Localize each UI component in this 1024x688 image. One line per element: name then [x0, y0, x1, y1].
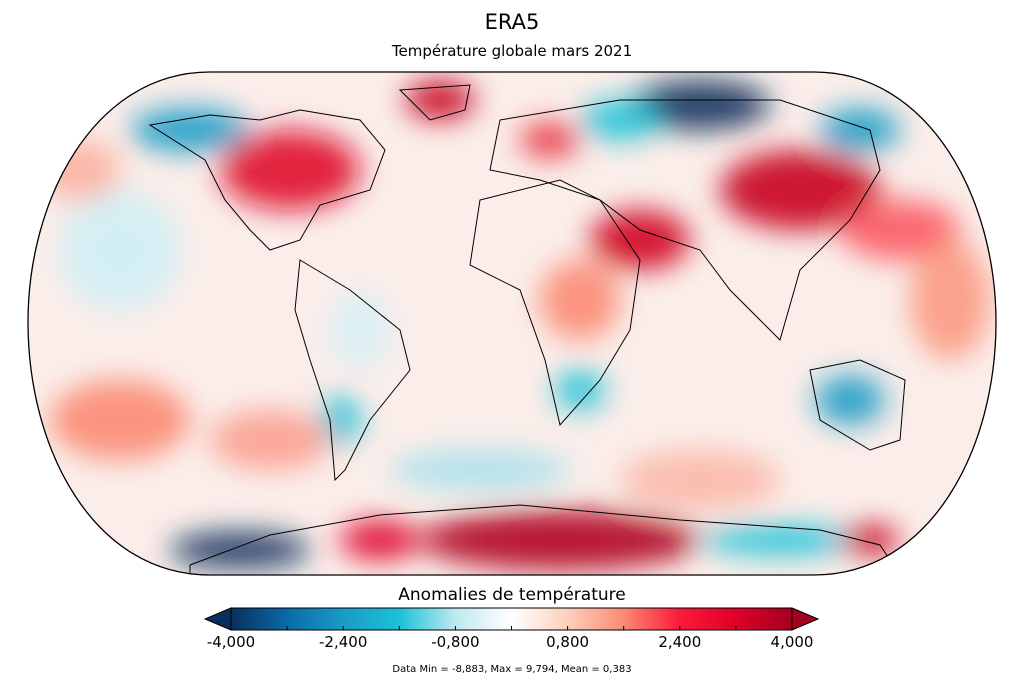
colorbar-extend-max [791, 607, 820, 631]
anomaly-region [720, 150, 880, 230]
anomaly-region [210, 410, 330, 470]
anomaly-region [580, 100, 660, 140]
anomaly-region [540, 260, 620, 340]
anomaly-region [340, 520, 420, 560]
anomaly-region [590, 210, 690, 270]
map-title: ERA5 [484, 10, 540, 34]
anomaly-field [28, 72, 996, 575]
coastline [469, 179, 641, 427]
coastline [398, 84, 471, 121]
anomaly-region [330, 290, 390, 370]
map-subtitle: Température globale mars 2021 [391, 42, 633, 60]
anomaly-region [40, 140, 120, 200]
anomaly-region [840, 525, 900, 555]
data-stats: Data Min = -8,883, Max = 9,794, Mean = 0… [392, 664, 632, 675]
anomaly-region [390, 450, 570, 490]
coastline [489, 99, 881, 341]
colorbar-label: Anomalies de température [398, 585, 626, 605]
colorbar-tick-label: -0,800 [431, 633, 480, 651]
anomaly-region [815, 375, 885, 425]
coastline [294, 259, 411, 482]
colorbar [203, 607, 820, 631]
colorbar-tick-label: 4,000 [770, 633, 814, 651]
anomaly-region [555, 370, 605, 410]
anomaly-region [320, 395, 360, 445]
anomaly-region [170, 532, 310, 568]
coastline [148, 109, 386, 251]
colorbar-extend-min [203, 607, 232, 631]
colorbar-tick-label: -4,000 [206, 633, 256, 651]
anomaly-region [910, 240, 990, 360]
anomaly-region [130, 108, 250, 152]
anomaly-region [50, 380, 190, 460]
map-boundary [27, 71, 997, 576]
anomaly-region [220, 130, 360, 210]
anomaly-region [60, 190, 180, 310]
anomaly-region [840, 200, 960, 260]
anomaly-region [405, 80, 475, 120]
colorbar-tick-label: 0,800 [546, 633, 590, 651]
anomaly-region [820, 108, 900, 152]
anomaly-region [630, 80, 770, 130]
anomaly-region [420, 510, 700, 570]
anomaly-region [700, 525, 860, 555]
colorbar-tick-label: -2,400 [319, 633, 368, 651]
colorbar-tick-label: 2,400 [658, 633, 702, 651]
coastline [809, 359, 906, 451]
anomaly-region [520, 122, 580, 158]
coastline [189, 504, 901, 575]
anomaly-region [620, 450, 780, 510]
